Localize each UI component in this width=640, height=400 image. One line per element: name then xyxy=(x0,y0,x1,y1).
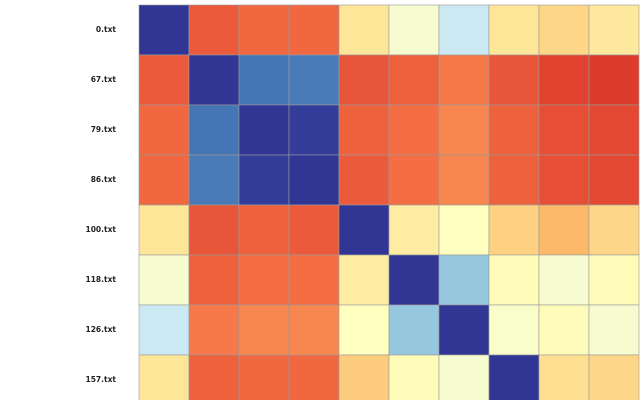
heatmap-cell-r7-c6 xyxy=(438,354,490,400)
heatmap-cell-r1-c0 xyxy=(138,54,190,106)
heatmap-cell-r6-c0 xyxy=(138,304,190,356)
heatmap-cell-r1-c1 xyxy=(188,54,240,106)
heatmap-cell-r6-c9 xyxy=(588,304,640,356)
heatmap-cell-r3-c3 xyxy=(288,154,340,206)
row-label: 67.txt xyxy=(91,75,117,84)
heatmap-cell-r7-c9 xyxy=(588,354,640,400)
heatmap-cell-r4-c5 xyxy=(388,204,440,256)
heatmap-cell-r4-c1 xyxy=(188,204,240,256)
heatmap-cell-r2-c4 xyxy=(338,104,390,156)
heatmap-cell-r2-c7 xyxy=(488,104,540,156)
row-label: 100.txt xyxy=(85,225,116,234)
heatmap-cell-r0-c4 xyxy=(338,4,390,56)
heatmap-cell-r6-c8 xyxy=(538,304,590,356)
heatmap-cell-r2-c6 xyxy=(438,104,490,156)
heatmap-cell-r5-c1 xyxy=(188,254,240,306)
heatmap-cell-r2-c1 xyxy=(188,104,240,156)
heatmap-cell-r6-c2 xyxy=(238,304,290,356)
row-label: 118.txt xyxy=(85,275,116,284)
row-label: 126.txt xyxy=(85,325,116,334)
heatmap-cell-r6-c4 xyxy=(338,304,390,356)
heatmap-cell-r5-c3 xyxy=(288,254,340,306)
heatmap-cell-r0-c9 xyxy=(588,4,640,56)
heatmap-cell-r0-c2 xyxy=(238,4,290,56)
heatmap-cell-r5-c5 xyxy=(388,254,440,306)
heatmap-cell-r2-c0 xyxy=(138,104,190,156)
heatmap-cell-r7-c4 xyxy=(338,354,390,400)
heatmap-cell-r0-c7 xyxy=(488,4,540,56)
heatmap-cell-r1-c2 xyxy=(238,54,290,106)
heatmap-cell-r2-c8 xyxy=(538,104,590,156)
heatmap-cell-r3-c5 xyxy=(388,154,440,206)
heatmap-cell-r5-c6 xyxy=(438,254,490,306)
heatmap-cell-r7-c1 xyxy=(188,354,240,400)
heatmap-cell-r2-c3 xyxy=(288,104,340,156)
heatmap-cell-r2-c9 xyxy=(588,104,640,156)
heatmap-cell-r4-c0 xyxy=(138,204,190,256)
heatmap-cell-r6-c1 xyxy=(188,304,240,356)
heatmap-cell-r1-c7 xyxy=(488,54,540,106)
heatmap-cell-r4-c7 xyxy=(488,204,540,256)
heatmap-cell-r4-c6 xyxy=(438,204,490,256)
heatmap-cell-r1-c5 xyxy=(388,54,440,106)
heatmap-cell-r3-c2 xyxy=(238,154,290,206)
heatmap-cell-r3-c0 xyxy=(138,154,190,206)
heatmap-cell-r0-c5 xyxy=(388,4,440,56)
heatmap-cell-r3-c9 xyxy=(588,154,640,206)
heatmap-cell-r0-c8 xyxy=(538,4,590,56)
heatmap-cell-r0-c3 xyxy=(288,4,340,56)
heatmap-cell-r7-c8 xyxy=(538,354,590,400)
heatmap-cell-r7-c3 xyxy=(288,354,340,400)
heatmap-cell-r5-c7 xyxy=(488,254,540,306)
heatmap-cell-r4-c8 xyxy=(538,204,590,256)
heatmap-cell-r4-c2 xyxy=(238,204,290,256)
heatmap-cell-r6-c5 xyxy=(388,304,440,356)
heatmap-cells xyxy=(138,4,640,400)
heatmap-cell-r3-c8 xyxy=(538,154,590,206)
heatmap-cell-r4-c9 xyxy=(588,204,640,256)
heatmap-cell-r0-c1 xyxy=(188,4,240,56)
heatmap-cell-r3-c1 xyxy=(188,154,240,206)
heatmap-cell-r7-c0 xyxy=(138,354,190,400)
heatmap-cell-r3-c4 xyxy=(338,154,390,206)
row-label: 86.txt xyxy=(91,175,117,184)
heatmap-cell-r5-c4 xyxy=(338,254,390,306)
heatmap-cell-r5-c2 xyxy=(238,254,290,306)
heatmap-cell-r3-c6 xyxy=(438,154,490,206)
heatmap-cell-r0-c0 xyxy=(138,4,190,56)
heatmap-cell-r3-c7 xyxy=(488,154,540,206)
heatmap-cell-r6-c6 xyxy=(438,304,490,356)
heatmap-cell-r2-c2 xyxy=(238,104,290,156)
heatmap-cell-r4-c3 xyxy=(288,204,340,256)
heatmap-cell-r1-c6 xyxy=(438,54,490,106)
heatmap-cell-r1-c3 xyxy=(288,54,340,106)
row-label: 79.txt xyxy=(91,125,117,134)
heatmap-cell-r1-c9 xyxy=(588,54,640,106)
heatmap-cell-r4-c4 xyxy=(338,204,390,256)
heatmap-cell-r1-c4 xyxy=(338,54,390,106)
row-label: 0.txt xyxy=(96,25,116,34)
heatmap-cell-r6-c7 xyxy=(488,304,540,356)
heatmap-cell-r7-c5 xyxy=(388,354,440,400)
row-labels: 0.txt 67.txt 79.txt 86.txt 100.txt 118.txt 126… xyxy=(85,25,116,384)
heatmap-cell-r6-c3 xyxy=(288,304,340,356)
heatmap-cell-r5-c0 xyxy=(138,254,190,306)
heatmap-cell-r7-c7 xyxy=(488,354,540,400)
heatmap-cell-r7-c2 xyxy=(238,354,290,400)
heatmap-cell-r5-c8 xyxy=(538,254,590,306)
heatmap-cell-r0-c6 xyxy=(438,4,490,56)
heatmap-cell-r1-c8 xyxy=(538,54,590,106)
row-label: 157.txt xyxy=(85,375,116,384)
heatmap-cell-r5-c9 xyxy=(588,254,640,306)
heatmap-cell-r2-c5 xyxy=(388,104,440,156)
